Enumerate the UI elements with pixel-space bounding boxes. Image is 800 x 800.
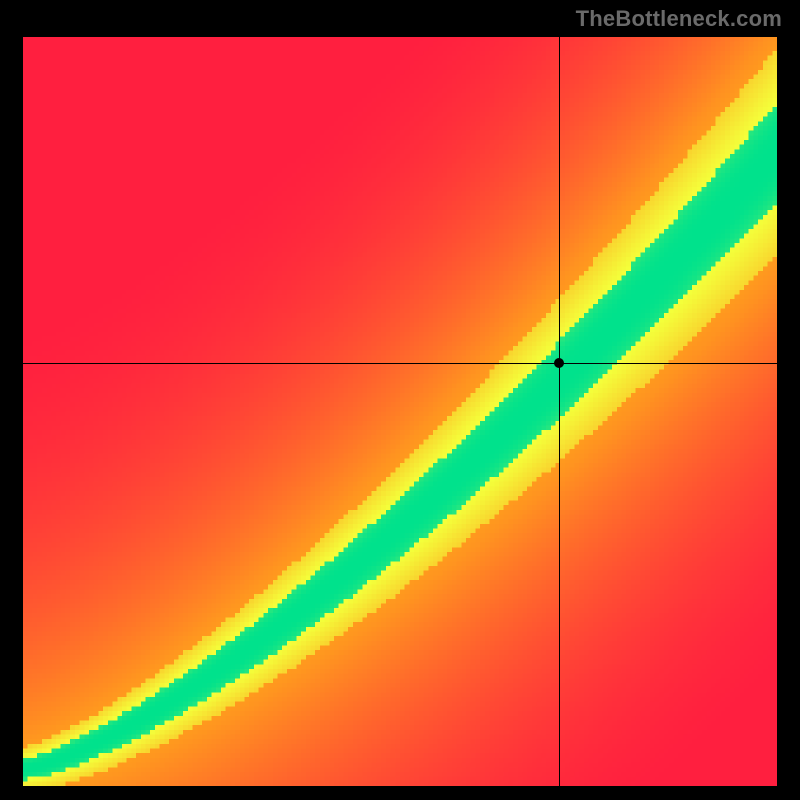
bottleneck-heatmap <box>23 37 777 786</box>
plot-area <box>23 37 777 786</box>
watermark-text: TheBottleneck.com <box>576 6 782 32</box>
plot-frame <box>20 34 780 789</box>
